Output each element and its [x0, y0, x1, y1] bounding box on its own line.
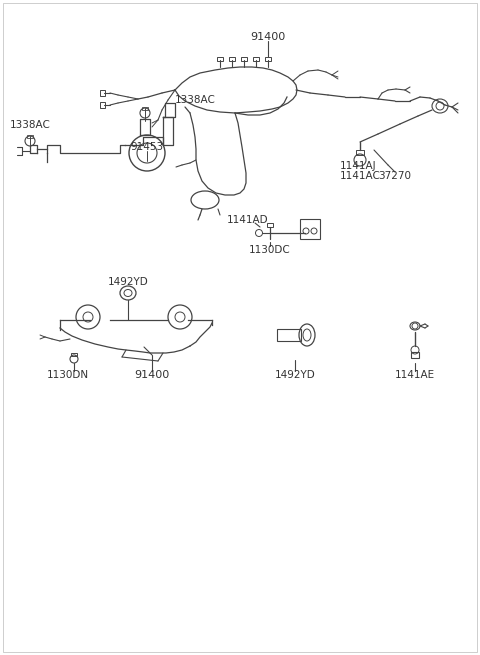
Bar	[100, 90, 105, 96]
Text: 1141AE: 1141AE	[395, 370, 435, 380]
Text: 91400: 91400	[251, 32, 286, 42]
Text: 91400: 91400	[134, 370, 169, 380]
Bar	[300, 219, 320, 239]
Bar	[100, 102, 105, 108]
Text: 1141AJ: 1141AJ	[340, 161, 377, 171]
Bar	[229, 57, 235, 61]
Text: 1130DN: 1130DN	[47, 370, 89, 380]
Bar	[241, 57, 247, 61]
Bar	[27, 135, 33, 138]
Text: 1492YD: 1492YD	[108, 277, 148, 287]
Bar	[253, 57, 259, 61]
Bar	[142, 107, 148, 110]
Text: 1338AC: 1338AC	[10, 120, 50, 130]
Text: 91453: 91453	[131, 142, 164, 152]
Bar	[217, 57, 223, 61]
Text: 1141AD: 1141AD	[227, 215, 269, 225]
Text: 1130DC: 1130DC	[249, 245, 291, 255]
Text: 37270: 37270	[379, 171, 411, 181]
Text: 1338AC: 1338AC	[175, 95, 216, 105]
Text: 1141AC: 1141AC	[340, 171, 381, 181]
Bar	[265, 57, 271, 61]
Bar	[356, 150, 364, 155]
Bar	[277, 329, 301, 341]
Bar	[411, 352, 419, 358]
Bar	[71, 353, 77, 356]
Text: 1492YD: 1492YD	[275, 370, 315, 380]
Bar	[267, 223, 273, 227]
